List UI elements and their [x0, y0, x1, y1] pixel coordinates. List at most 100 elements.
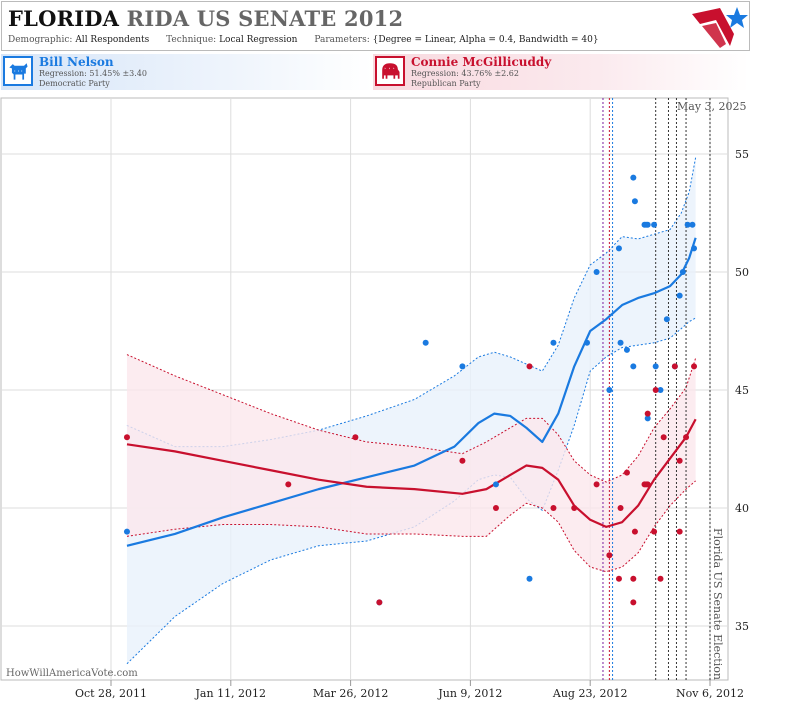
rep-poll-point — [550, 505, 557, 511]
x-tick-label: Jun 9, 2012 — [437, 687, 502, 700]
dem-poll-point — [123, 528, 130, 535]
dem-poll-point — [676, 292, 683, 299]
chart-header: FLORIDA RIDA US SENATE 2012 Demographic:… — [1, 1, 750, 51]
rep-poll-point — [676, 457, 683, 464]
x-tick-label: Aug 23, 2012 — [552, 687, 628, 700]
rep-poll-point — [691, 363, 698, 370]
rep-trend-line — [126, 418, 697, 528]
rep-poll-point — [631, 528, 638, 535]
rep-poll-point — [671, 363, 678, 370]
candidate-regression: Regression: 43.76% ±2.62 — [411, 69, 519, 78]
site-logo-icon — [692, 7, 748, 48]
event-label: Florida US Senate Election — [711, 528, 724, 680]
rep-band-lower — [126, 480, 696, 573]
trend-lines — [126, 237, 697, 547]
x-axis: Oct 28, 2011 Jan 11, 2012 Mar 26, 2012 Jun … — [75, 680, 744, 700]
demographic-label: Demographic: — [8, 35, 73, 45]
technique-label: Technique: — [166, 35, 217, 45]
y-tick-label: 45 — [735, 384, 749, 397]
y-axis: 35 40 45 50 55 — [735, 148, 749, 633]
candidate-rep: Connie McGillicuddy Regression: 43.76% ±… — [373, 54, 749, 90]
title-race: RIDA US SENATE 2012 — [126, 6, 404, 31]
candidate-name: Connie McGillicuddy — [411, 55, 552, 69]
rep-poll-point — [651, 528, 658, 535]
rep-poll-point — [676, 528, 683, 535]
rep-poll-point — [571, 505, 578, 511]
dem-poll-point — [593, 269, 600, 275]
y-tick-label: 50 — [735, 266, 749, 279]
x-tick-label: Nov 6, 2012 — [676, 687, 744, 700]
rep-band-upper — [126, 354, 697, 483]
y-tick-label: 55 — [735, 148, 749, 161]
rep-poll-point — [459, 457, 466, 464]
dem-poll-point — [630, 363, 637, 370]
technique-value: Local Regression — [219, 35, 298, 45]
rep-poll-point — [657, 575, 664, 582]
x-tick-label: Mar 26, 2012 — [313, 687, 389, 700]
dem-poll-point — [584, 339, 591, 346]
dem-confidence-band — [126, 157, 696, 664]
dem-poll-point — [691, 245, 698, 252]
rep-poll-point — [630, 575, 637, 582]
dem-band-lower — [126, 317, 696, 665]
rep-poll-point — [593, 481, 600, 488]
rep-poll-point — [652, 387, 659, 393]
x-tick-label: Oct 28, 2011 — [75, 687, 147, 700]
x-tick-label: Jan 11, 2012 — [195, 687, 267, 700]
dem-trend-line — [126, 237, 697, 547]
rep-poll-point — [123, 434, 130, 441]
dem-poll-point — [657, 387, 664, 393]
rep-poll-point — [492, 505, 499, 511]
candidate-name: Bill Nelson — [39, 55, 114, 69]
dem-poll-point — [651, 221, 658, 228]
title-state: FLORIDA — [8, 6, 120, 31]
poll-points — [123, 174, 698, 606]
dem-poll-point — [630, 174, 637, 181]
donkey-icon — [3, 56, 33, 86]
dem-poll-point — [459, 363, 466, 370]
y-tick-label: 35 — [735, 620, 749, 633]
parameters-line: Demographic: All Respondents Technique: … — [8, 35, 599, 45]
candidate-regression: Regression: 51.45% ±3.40 — [39, 69, 147, 78]
rep-poll-point — [644, 410, 651, 417]
event-markers — [602, 98, 711, 680]
confidence-bands — [126, 157, 697, 665]
dem-poll-point — [422, 339, 429, 346]
dem-poll-point — [689, 221, 696, 228]
rep-poll-point — [376, 599, 383, 606]
dem-poll-point — [617, 339, 624, 346]
rep-poll-point — [285, 481, 292, 488]
elephant-icon — [375, 56, 405, 86]
dem-poll-point — [550, 339, 557, 346]
rep-poll-point — [617, 505, 624, 511]
rep-poll-point — [630, 599, 637, 606]
rep-poll-point — [683, 434, 690, 441]
page-title: FLORIDA RIDA US SENATE 2012 — [8, 6, 403, 31]
site-watermark: HowWillAmericaVote.com — [6, 668, 138, 679]
date-stamp: May 3, 2025 — [677, 100, 747, 113]
dem-poll-point — [679, 269, 686, 275]
dem-poll-point — [644, 221, 651, 228]
candidate-party: Democratic Party — [39, 79, 110, 88]
dem-poll-point — [526, 575, 533, 582]
rep-poll-point — [623, 469, 630, 476]
candidate-party: Republican Party — [411, 79, 481, 88]
dem-poll-point — [623, 346, 630, 353]
rep-poll-point — [606, 552, 613, 559]
plot-frame — [0, 97, 729, 681]
dem-poll-point — [615, 245, 622, 252]
rep-confidence-band — [126, 354, 696, 572]
rep-poll-point — [526, 363, 533, 370]
y-tick-label: 40 — [735, 502, 749, 515]
dem-poll-point — [663, 316, 670, 323]
dem-poll-point — [492, 481, 499, 488]
candidate-dem: Bill Nelson Regression: 51.45% ±3.40 Dem… — [1, 54, 373, 90]
dem-poll-point — [606, 387, 613, 393]
parameters-value: {Degree = Linear, Alpha = 0.4, Bandwidth… — [372, 35, 599, 45]
dem-poll-point — [684, 221, 691, 228]
dem-poll-point — [631, 198, 638, 205]
rep-poll-point — [615, 575, 622, 582]
rep-poll-point — [352, 434, 359, 441]
dem-poll-point — [652, 363, 659, 370]
